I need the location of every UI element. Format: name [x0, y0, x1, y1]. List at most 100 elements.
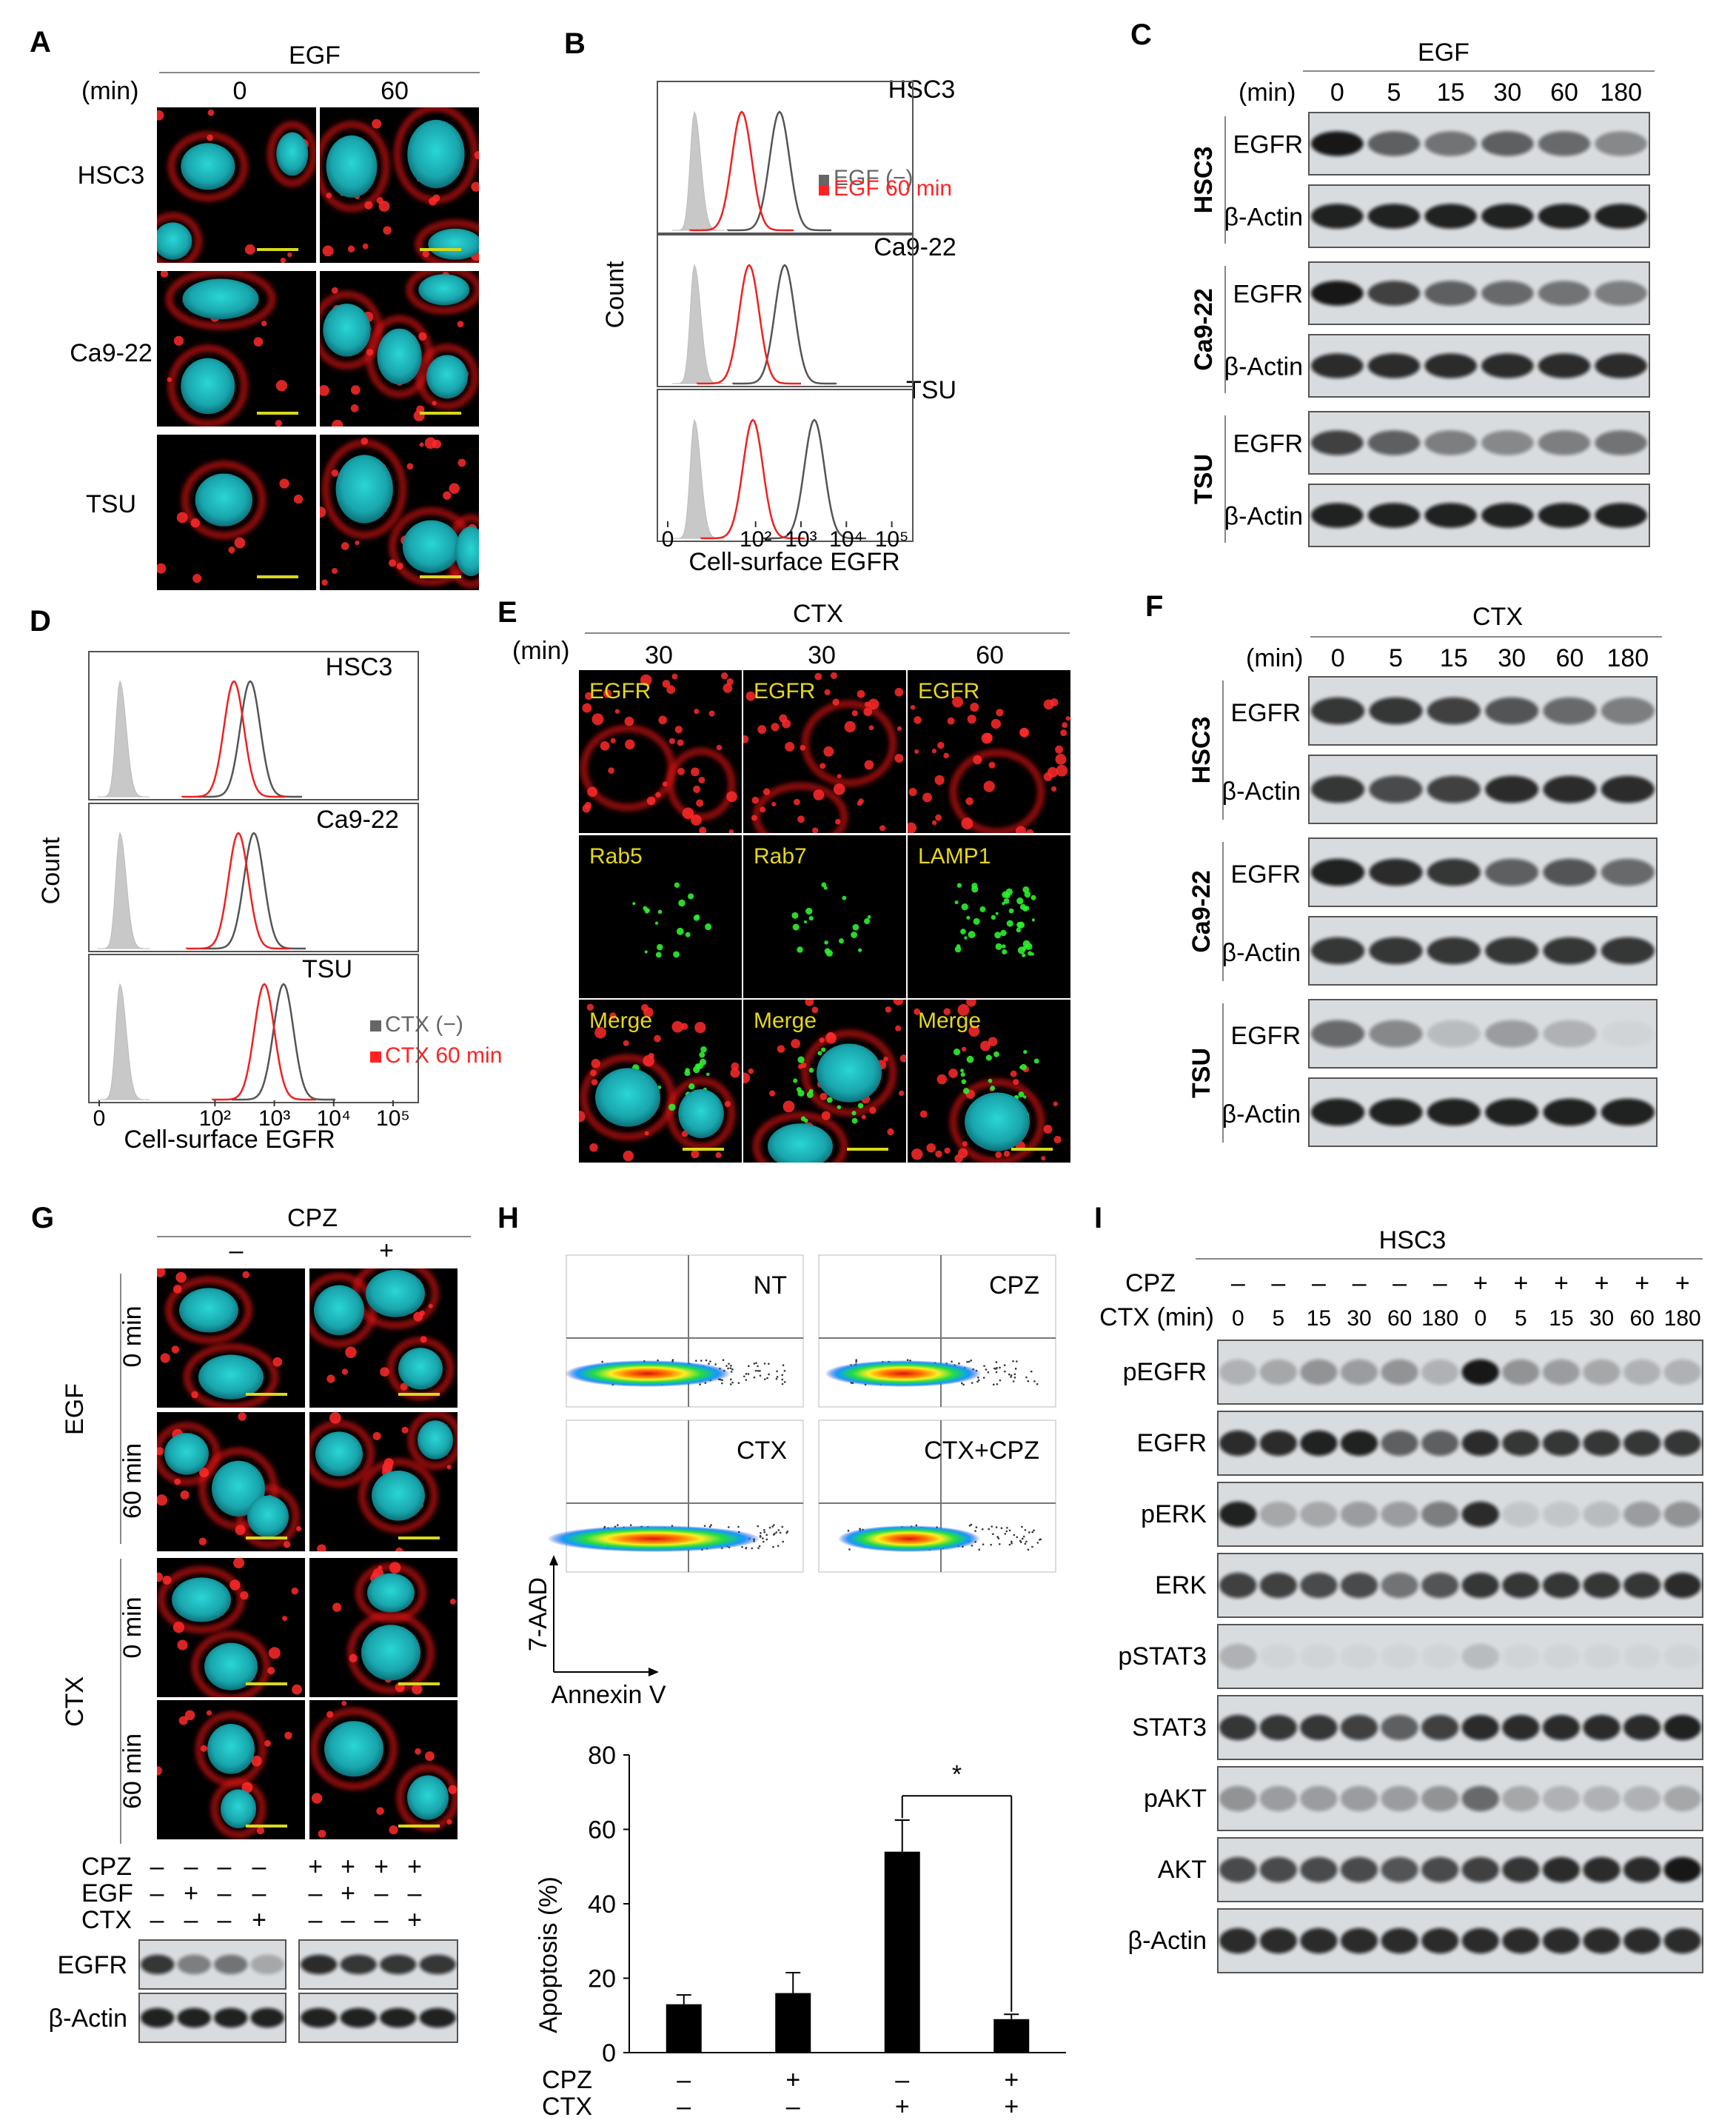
panel-e-merge-2-spot	[1043, 1125, 1053, 1134]
panel-b-histogram-2-isotype-control	[671, 418, 725, 539]
panel-h-dotplot-ctx-event	[786, 1530, 789, 1533]
panel-c-tsu-egfr-blot-band	[1481, 430, 1534, 455]
panel-e-marker-2-green-spot	[1028, 951, 1033, 956]
panel-h-treat-label-ctx: CTX	[542, 2093, 592, 2120]
panel-g-micrograph-1-1-spot	[446, 1465, 452, 1470]
panel-g-micrograph-3-0-spot	[178, 1716, 188, 1725]
panel-g-micrograph-0-0-spot	[171, 1345, 180, 1354]
panel-d-histogram-0-isotype-control	[98, 680, 150, 797]
panel-a-row-tsu: TSU	[86, 490, 136, 518]
panel-e-merge-2-green-spot	[960, 1072, 965, 1077]
panel-h-dotplot-nt-event	[671, 1359, 674, 1361]
panel-e-marker-0-green-spot	[688, 893, 694, 900]
panel-i-band-label-5: STAT3	[1132, 1713, 1207, 1742]
panel-f-hsc3-egfr-blot-band	[1543, 697, 1597, 725]
legend-swatch-egf-neg	[819, 175, 829, 185]
panel-h-dotplot-cpz: CPZ	[818, 1254, 1056, 1408]
panel-h-dotplot-cpz-event	[1033, 1380, 1036, 1382]
panel-h-dotplot-cpz-event	[970, 1359, 973, 1362]
panel-g-micrograph-2-0-spot	[291, 1587, 299, 1595]
panel-c-ca922-egfr-blot-band	[1595, 281, 1647, 306]
panel-c-hsc3-egfr-blot-band	[1595, 131, 1647, 156]
panel-h-dotplot-ctx-event	[773, 1524, 775, 1526]
panel-e-egfr-0-spot	[691, 767, 700, 777]
panel-i-ctx-lane: 60	[1387, 1306, 1412, 1331]
panel-e-egfr-0-spot	[610, 738, 616, 743]
panel-g-micrograph-2-0-spot	[292, 1684, 302, 1695]
panel-e-merge-0-spot	[671, 1020, 684, 1033]
panel-h-dotplot-nt-event	[775, 1377, 778, 1380]
panel-g-micrograph-2-0-spot	[177, 1639, 188, 1651]
panel-a-micrograph-0-0-spot	[244, 244, 255, 255]
panel-e-merge-0-spot	[654, 1034, 661, 1043]
panel-f-tsu-actin-blot-band	[1485, 1098, 1539, 1126]
panel-g-micrograph-0-0-spot	[160, 1353, 170, 1363]
panel-e-merge-1-spot	[883, 1056, 888, 1062]
panel-i-band-label-7: AKT	[1158, 1856, 1207, 1884]
panel-e-marker-0-green-spot	[695, 914, 700, 920]
panel-e-egfr-1-spot	[894, 687, 904, 697]
panel-e-merge-1-label: Merge	[754, 1009, 817, 1033]
panel-h-letter: H	[497, 1202, 519, 1234]
panel-h-dotplot-ctx-event	[708, 1525, 711, 1528]
panel-e-egfr-0-spot	[587, 786, 598, 797]
panel-h-dotplot-cpz-event	[1004, 1370, 1006, 1373]
panel-d-ylabel: Count	[37, 837, 65, 904]
panel-e-egfr-1-spot	[897, 726, 902, 731]
panel-g-treat-sign: +	[308, 1853, 323, 1881]
panel-e-egfr-1-spot	[823, 746, 834, 757]
panel-h-dotplot-ctx-event	[757, 1525, 760, 1528]
panel-e-marker-2-green-spot	[1008, 908, 1014, 914]
panel-g-micrograph-2-0-membrane	[192, 1632, 270, 1697]
panel-e-merge-1: Merge	[743, 1000, 906, 1163]
panel-e-merge-0-spot	[591, 1059, 600, 1069]
panel-i-cpz-sign: +	[1513, 1269, 1528, 1297]
panel-g-treat-sign: –	[150, 1906, 164, 1934]
panel-h-dotplot-nt-event	[730, 1378, 732, 1381]
panel-i-blot-erk-membrane	[1217, 1553, 1703, 1618]
panel-b-tick-label: 10⁵	[875, 527, 909, 552]
panel-g-actin-blot-right-band	[419, 2007, 456, 2028]
panel-i-blot-perk-band	[1421, 1501, 1459, 1528]
panel-h-dotplot-ctx-cpz-event	[1031, 1531, 1033, 1534]
panel-i-cpz-sign: +	[1554, 1269, 1569, 1297]
panel-e-egfr-0-spot	[726, 678, 734, 686]
panel-a-micrograph-1-0-content	[160, 271, 288, 427]
panel-e-merge-2-green-spot	[993, 1051, 999, 1057]
panel-d-panel-ca922: Ca9-22	[316, 806, 399, 834]
panel-e-marker-2-green-spot	[1006, 920, 1013, 927]
panel-i-blot-stat3-membrane	[1217, 1695, 1703, 1760]
panel-c-hsc3-actin-blot-band	[1311, 204, 1364, 229]
panel-e-marker-1-green-spot	[839, 938, 844, 944]
panel-h-dotplots: NT CPZ CTX CTX+CPZ	[547, 1254, 1056, 1573]
panel-f-ca922-actin-blot-membrane	[1308, 916, 1658, 986]
panel-h-dotplot-ctx-cpz-event	[1021, 1525, 1023, 1528]
panel-e-merge-2-spot	[968, 1026, 980, 1037]
panel-e-egfr-1-spot	[800, 745, 806, 751]
panel-e-merge-1-membrane	[802, 1031, 896, 1115]
panel-e-merge-1-content	[743, 1000, 906, 1163]
panel-e-marker-0: Rab5	[579, 835, 742, 998]
panel-a-row-ca922: Ca9-22	[70, 339, 153, 367]
panel-e-egfr-1-spot	[824, 689, 831, 696]
panel-a-micrograph-1-1-spot	[432, 401, 437, 406]
panel-e-marker-1-green-spot	[842, 895, 847, 900]
panel-g-micrographs	[157, 1268, 458, 1839]
panel-b-histograms: 0 10² 10³ 10⁴ 10⁵	[657, 81, 914, 552]
panel-i-ctx-lane: 30	[1589, 1306, 1614, 1331]
panel-e-merge-1-membrane	[754, 1112, 847, 1163]
panel-e-egfr-1-membrane	[802, 701, 896, 786]
panel-b-tick-label: 10²	[740, 527, 771, 552]
panel-f-hsc3-actin-blot-band	[1369, 775, 1423, 803]
panel-g-micrograph-3-0-spot	[200, 1745, 207, 1752]
panel-g-actin-blot-left	[138, 1993, 286, 2043]
panel-e-egfr-1-spot	[857, 800, 862, 806]
panel-i-blot-pstat3-band	[1461, 1643, 1499, 1670]
panel-h-dotplot-ctx-cpz-event	[1033, 1529, 1035, 1531]
panel-g-micrograph-1-1-membrane	[409, 1412, 458, 1469]
panel-e-egfr-2-spot	[1055, 753, 1067, 765]
legend-label-egf-60: EGF 60 min	[834, 176, 952, 201]
panel-d-tick-label: 10⁴	[317, 1106, 351, 1131]
panel-b-tick-label: 10⁴	[829, 527, 863, 552]
panel-a-micrograph-2-1-spot	[449, 483, 460, 494]
